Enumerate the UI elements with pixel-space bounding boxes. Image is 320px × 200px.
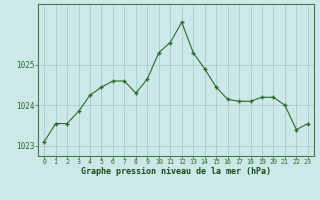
X-axis label: Graphe pression niveau de la mer (hPa): Graphe pression niveau de la mer (hPa)	[81, 167, 271, 176]
